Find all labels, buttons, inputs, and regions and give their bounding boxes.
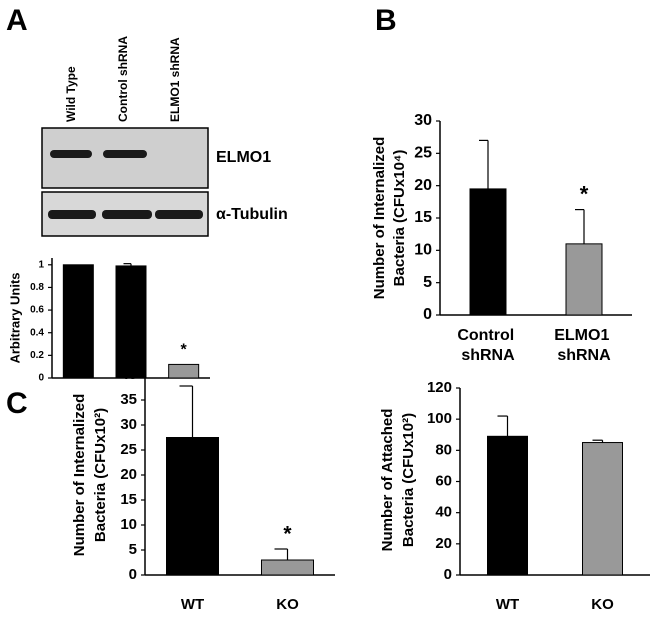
x-tick-label: KO <box>276 596 299 613</box>
y-axis-label: Number of Internalized <box>371 137 388 300</box>
panel-label: A <box>6 4 28 37</box>
bar <box>168 363 200 379</box>
bar <box>115 265 147 379</box>
y-tick-label: 0.4 <box>30 327 44 338</box>
annotation: * <box>181 342 188 359</box>
bar <box>582 442 623 576</box>
x-tick-label: WT <box>496 596 519 613</box>
y-tick-label: 60 <box>435 472 452 489</box>
y-tick-label: 20 <box>435 535 452 552</box>
bar <box>62 264 94 379</box>
y-tick-label: 25 <box>120 441 137 458</box>
y-tick-label: 25 <box>414 145 432 162</box>
y-tick-label: 0 <box>423 306 432 323</box>
y-tick-label: 30 <box>414 112 432 129</box>
y-axis-label: Bacteria (CFUx10²) <box>400 413 417 547</box>
lane-label: Wild Type <box>64 66 78 122</box>
y-tick-label: 10 <box>120 516 137 533</box>
y-tick-label: 40 <box>120 366 137 383</box>
bar <box>469 188 507 316</box>
lane-label: ELMO1 shRNA <box>168 37 182 122</box>
x-tick-label: WT <box>181 596 204 613</box>
y-axis-label: Number of Internalized <box>71 394 88 557</box>
band-label: α-Tubulin <box>216 206 288 223</box>
y-axis-label: Bacteria (CFUx10²) <box>92 408 109 542</box>
bar <box>261 559 314 576</box>
panel-label: B <box>375 4 397 37</box>
y-tick-label: 35 <box>120 391 137 408</box>
y-axis-label: Arbitrary Units <box>7 272 22 363</box>
y-tick-label: 20 <box>414 177 432 194</box>
blot-band <box>102 210 152 219</box>
y-tick-label: 15 <box>414 209 432 226</box>
y-tick-label: 120 <box>427 379 452 396</box>
y-tick-label: 5 <box>423 274 432 291</box>
y-tick-label: 20 <box>120 466 137 483</box>
y-tick-label: 0.2 <box>30 350 44 361</box>
y-axis-label: Bacteria (CFUx10⁴) <box>391 150 408 287</box>
y-tick-label: 100 <box>427 410 452 427</box>
blot-band <box>50 150 92 158</box>
y-tick-label: 15 <box>120 491 137 508</box>
y-tick-label: 0 <box>38 373 44 384</box>
blot-band <box>48 210 96 219</box>
y-tick-label: 10 <box>414 242 432 259</box>
y-tick-label: 0.6 <box>30 305 44 316</box>
lane-label: Control shRNA <box>116 36 130 122</box>
y-tick-label: 30 <box>120 416 137 433</box>
band-label: ELMO1 <box>216 149 271 166</box>
y-axis-label: Number of Attached <box>379 409 396 552</box>
x-tick-label: ELMO1 shRNA <box>554 327 614 364</box>
bar <box>166 437 219 576</box>
y-tick-label: 1 <box>38 259 44 270</box>
y-tick-label: 0 <box>444 566 452 583</box>
x-tick-label: KO <box>591 596 614 613</box>
bar <box>487 435 528 576</box>
y-tick-label: 0 <box>129 566 137 583</box>
blot-band <box>155 210 203 219</box>
y-tick-label: 40 <box>435 504 452 521</box>
annotation: * <box>580 181 589 206</box>
y-tick-label: 5 <box>129 541 137 558</box>
y-tick-label: 0.8 <box>30 282 44 293</box>
annotation: * <box>283 523 292 546</box>
x-tick-label: Control shRNA <box>457 327 518 364</box>
blot-band <box>103 150 147 158</box>
bar <box>565 243 603 316</box>
panel-label: C <box>6 387 28 420</box>
y-tick-label: 80 <box>435 441 452 458</box>
